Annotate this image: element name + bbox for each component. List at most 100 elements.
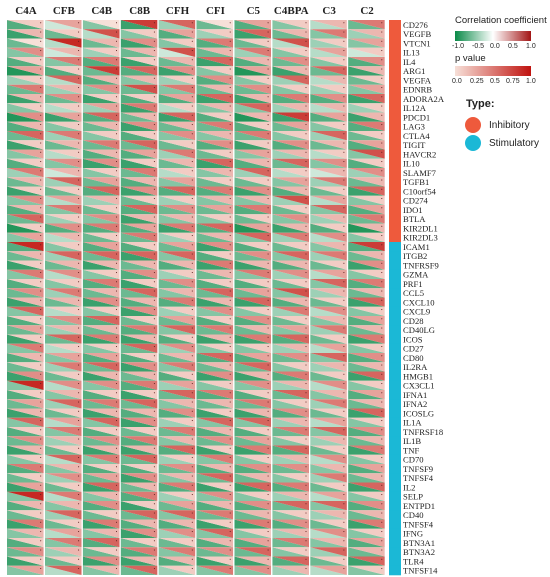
row-label: CXCL10: [403, 297, 435, 307]
significance-dot: [191, 364, 193, 366]
pvalue-triangle: [82, 232, 120, 242]
correlation-triangle: [120, 84, 158, 94]
correlation-triangle: [310, 464, 347, 474]
correlation-triangle: [196, 94, 234, 104]
pvalue-triangle: [310, 20, 347, 30]
row-type-bar: [389, 417, 401, 428]
significance-dot: [78, 401, 80, 403]
row-type-bar: [389, 140, 401, 150]
pvalue-triangle: [7, 66, 44, 76]
significance-dot: [305, 31, 307, 33]
correlation-tick: -1.0: [452, 43, 465, 50]
pvalue-triangle: [7, 75, 44, 85]
significance-dot: [153, 484, 155, 486]
pvalue-triangle: [120, 251, 158, 261]
pvalue-triangle: [120, 334, 158, 344]
pvalue-triangle: [272, 223, 309, 233]
significance-dot: [153, 253, 155, 255]
correlation-triangle: [158, 445, 196, 455]
significance-dot: [343, 68, 345, 70]
pvalue-triangle: [234, 343, 272, 353]
pvalue-triangle: [348, 121, 385, 131]
correlation-triangle: [158, 29, 196, 39]
pvalue-triangle: [158, 205, 196, 215]
pvalue-triangle: [120, 316, 158, 326]
significance-dot: [115, 540, 118, 542]
significance-dot: [78, 521, 80, 523]
significance-dot: [153, 299, 155, 301]
significance-dot: [40, 151, 42, 153]
significance-dot: [40, 438, 42, 440]
significance-dot: [229, 438, 231, 440]
pvalue-triangle: [348, 343, 385, 353]
significance-dot: [305, 244, 307, 246]
pvalue-triangle: [348, 186, 385, 196]
pvalue-triangle: [348, 57, 385, 67]
significance-dot: [191, 558, 193, 560]
correlation-triangle: [196, 427, 234, 437]
pvalue-triangle: [310, 29, 347, 39]
row-type-bar: [389, 510, 401, 520]
pvalue-triangle: [82, 464, 120, 474]
correlation-triangle: [158, 538, 196, 548]
correlation-triangle: [196, 205, 234, 215]
significance-dot: [191, 290, 193, 292]
correlation-triangle: [158, 195, 196, 205]
pvalue-triangle: [234, 232, 272, 242]
significance-dot: [305, 105, 307, 107]
pvalue-triangle: [196, 473, 234, 483]
correlation-triangle: [310, 112, 347, 122]
significance-dot: [229, 281, 231, 283]
pvalue-triangle: [158, 371, 196, 381]
significance-dot: [153, 161, 155, 163]
pvalue-triangle: [158, 66, 196, 76]
row-label: ENTPD1: [403, 501, 435, 511]
significance-dot: [153, 475, 155, 477]
pvalue-triangle: [272, 20, 309, 30]
pvalue-triangle: [310, 528, 347, 538]
correlation-triangle: [120, 38, 158, 48]
pvalue-triangle: [234, 20, 272, 30]
correlation-triangle: [348, 279, 385, 289]
type-legend-inhibitory: Inhibitory: [465, 117, 530, 133]
row-type-bar: [389, 242, 401, 252]
pvalue-triangle: [44, 158, 82, 168]
correlation-triangle: [158, 325, 196, 335]
significance-dot: [229, 87, 231, 89]
significance-dot: [229, 179, 231, 181]
significance-dot: [78, 494, 80, 496]
significance-dot: [115, 346, 118, 348]
row-type-bar: [389, 47, 401, 58]
significance-dot: [153, 558, 155, 560]
significance-dot: [267, 96, 269, 98]
pvalue-triangle: [272, 454, 309, 464]
significance-dot: [267, 22, 269, 24]
correlation-triangle: [310, 242, 347, 252]
row-type-bar: [389, 343, 401, 354]
significance-dot: [191, 105, 193, 107]
pvalue-triangle: [120, 103, 158, 113]
significance-dot: [343, 512, 345, 514]
pvalue-triangle: [310, 158, 347, 168]
inhibitory-label: Inhibitory: [489, 119, 530, 131]
pvalue-triangle: [7, 158, 44, 168]
pvalue-triangle: [158, 427, 196, 437]
pvalue-triangle: [196, 103, 234, 113]
significance-dot: [229, 457, 231, 459]
correlation-triangle: [196, 57, 234, 67]
significance-dot: [229, 447, 231, 449]
pvalue-triangle: [348, 75, 385, 85]
pvalue-triangle: [272, 390, 309, 400]
significance-dot: [229, 327, 231, 329]
significance-dot: [305, 438, 307, 440]
pvalue-triangle: [310, 121, 347, 131]
correlation-triangle: [196, 75, 234, 85]
correlation-triangle: [120, 121, 158, 131]
pvalue-triangle: [120, 417, 158, 427]
significance-dot: [153, 494, 155, 496]
correlation-triangle: [120, 343, 158, 353]
pvalue-triangle: [158, 232, 196, 242]
correlation-triangle: [196, 131, 234, 141]
significance-dot: [305, 309, 307, 311]
pvalue-triangle: [82, 131, 120, 141]
